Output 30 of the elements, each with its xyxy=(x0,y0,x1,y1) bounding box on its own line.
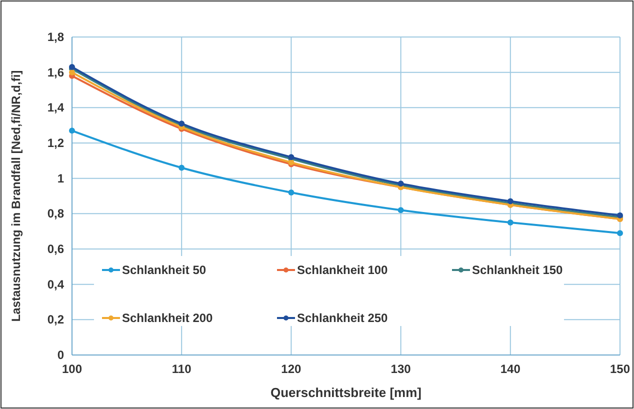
y-tick-label: 1,8 xyxy=(47,30,64,44)
legend-label: Schlankheit 50 xyxy=(122,263,206,277)
y-tick-label: 0,2 xyxy=(47,312,64,327)
y-tick-label: 0,6 xyxy=(47,242,64,256)
point xyxy=(69,128,75,134)
point xyxy=(288,189,294,196)
x-tick-label: 120 xyxy=(281,362,302,376)
legend-label: Schlankheit 200 xyxy=(122,311,214,325)
x-tick-label: 110 xyxy=(172,362,192,376)
point xyxy=(69,69,75,76)
legend-label: Schlankheit 100 xyxy=(297,263,388,277)
y-tick-label: 1,4 xyxy=(47,100,64,115)
x-tick-label: 140 xyxy=(500,362,521,376)
x-tick-label: 130 xyxy=(390,362,412,376)
y-axis-title: Lastausnutzung im Brandfall [Ned,fi/NR,d,fi] xyxy=(9,70,23,322)
x-tick-label: 100 xyxy=(62,362,82,376)
y-tick-label: 1,2 xyxy=(47,136,64,150)
y-tick-label: 0 xyxy=(57,348,64,362)
legend-label: Schlankheit 250 xyxy=(297,311,388,325)
legend-label: Schlankheit 150 xyxy=(472,263,564,277)
y-tick-label: 0,8 xyxy=(47,206,64,221)
point xyxy=(617,230,623,236)
y-tick-label: 1,6 xyxy=(47,65,64,80)
y-tick-label: 1 xyxy=(57,171,64,186)
x-tick-label: 150 xyxy=(610,362,630,376)
point xyxy=(398,207,404,214)
point xyxy=(507,220,514,226)
y-tick-label: 0,4 xyxy=(47,277,64,292)
point xyxy=(178,164,185,171)
x-axis-title: Querschnittsbreite [mm] xyxy=(270,385,422,400)
